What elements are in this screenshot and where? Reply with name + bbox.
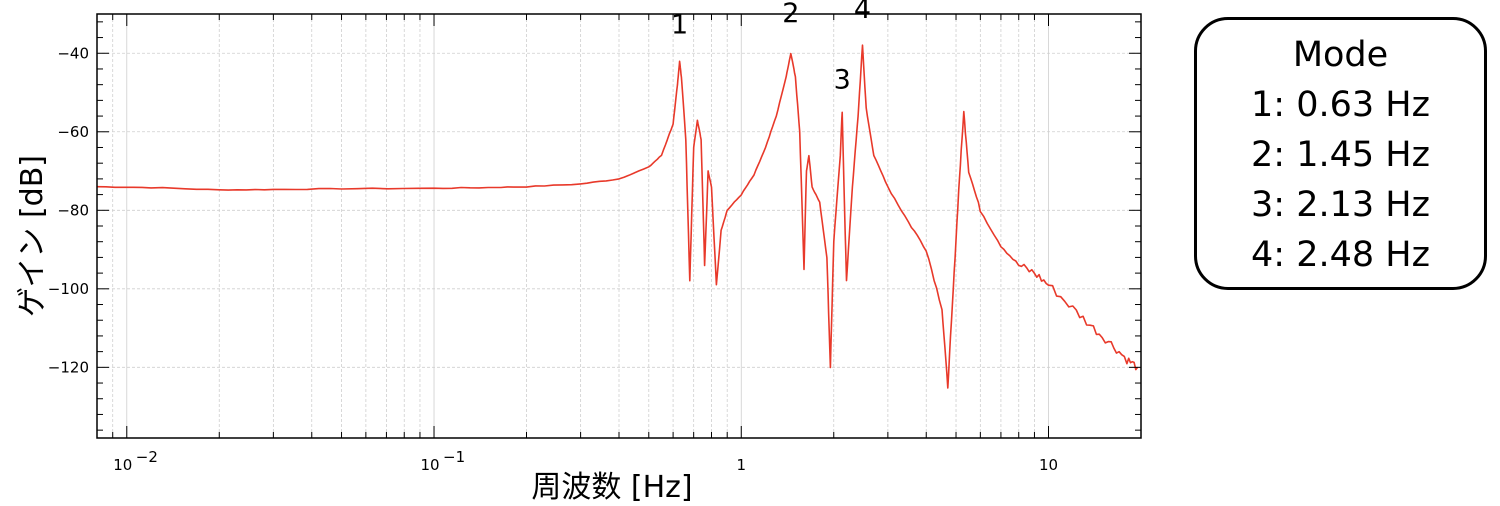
y-tick-label: −40 [57, 44, 89, 62]
peak-label: 2 [782, 0, 799, 29]
axis-ticks [96, 14, 1142, 438]
x-tick-label: 10 [1039, 456, 1058, 474]
peak-label: 3 [834, 65, 851, 96]
x-tick-label-exponent: −2 [136, 448, 158, 466]
y-tick-label: −80 [57, 201, 89, 219]
gain-series-line [96, 44, 1139, 389]
x-tick-label: 10 [420, 456, 439, 474]
peak-label: 4 [854, 0, 871, 25]
x-tick-label-exponent: −1 [443, 448, 465, 466]
grid-lines [96, 14, 1142, 438]
y-tick-label: −100 [48, 280, 89, 298]
gain-series [96, 44, 1139, 389]
peak-label: 1 [671, 10, 688, 41]
legend-title: Mode [1292, 35, 1389, 75]
y-tick-label: −60 [57, 123, 89, 141]
y-axis-title: ゲイン [dB] [15, 155, 50, 317]
peak-annotations: 1 2 3 4 [671, 0, 871, 96]
legend-entry-1: 1: 0.63 Hz [1251, 85, 1430, 125]
x-tick-label: 10 [113, 456, 132, 474]
x-tick-label: 1 [736, 456, 746, 474]
mode-legend: Mode 1: 0.63 Hz 2: 1.45 Hz 3: 2.13 Hz 4:… [1194, 17, 1487, 290]
legend-entry-2: 2: 1.45 Hz [1251, 135, 1430, 175]
y-tick-label: −120 [48, 358, 89, 376]
legend-entry-3: 3: 2.13 Hz [1251, 185, 1430, 225]
legend-entry-4: 4: 2.48 Hz [1251, 235, 1430, 275]
x-axis-title: 周波数 [Hz] [531, 470, 692, 505]
